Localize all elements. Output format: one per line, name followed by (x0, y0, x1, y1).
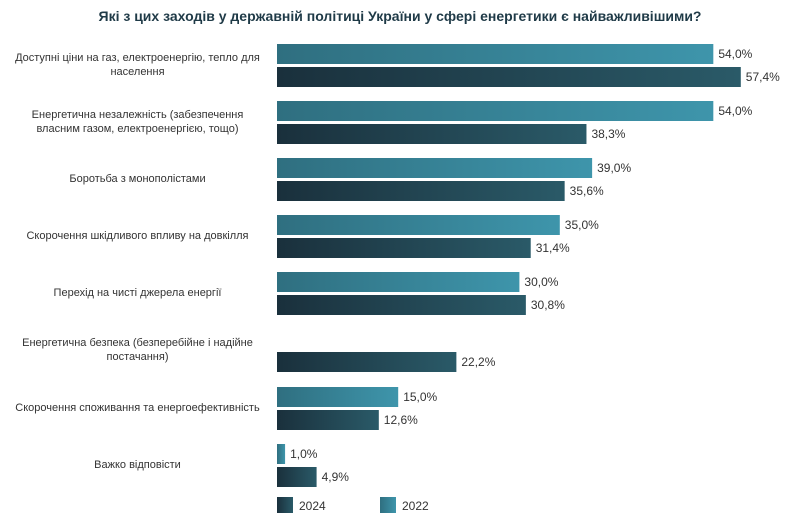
data-label: 22,2% (461, 355, 495, 369)
data-label: 30,0% (524, 275, 558, 289)
bar-2022 (277, 44, 714, 64)
category-label: Боротьба з монополістами (69, 173, 206, 185)
bar-2022 (277, 387, 399, 407)
bar-2022 (277, 158, 593, 178)
category-label: Скорочення споживання та енергоефективні… (15, 402, 260, 414)
legend-label-2022: 2022 (402, 499, 429, 513)
category-label: Скорочення шкідливого впливу на довкілля (26, 230, 249, 242)
data-label: 12,6% (384, 413, 418, 427)
bar-2024 (277, 467, 317, 487)
bar-2022 (277, 215, 560, 235)
legend-label-2024: 2024 (299, 499, 326, 513)
bar-2022 (277, 272, 520, 292)
data-label: 31,4% (536, 241, 570, 255)
legend-swatch-2024 (277, 497, 293, 513)
data-label: 39,0% (597, 161, 631, 175)
category-label: Перехід на чисті джерела енергії (53, 287, 222, 299)
category-label: Доступні ціни на газ, електроенергію, те… (15, 52, 260, 78)
data-label: 54,0% (718, 47, 752, 61)
bar-2024 (277, 295, 526, 315)
data-label: 57,4% (746, 70, 780, 84)
bar-2024 (277, 410, 379, 430)
data-label: 4,9% (322, 470, 350, 484)
bar-2024 (277, 181, 565, 201)
chart-title: Які з цих заходів у державній політиці У… (98, 8, 702, 24)
data-label: 15,0% (403, 390, 437, 404)
bar-2022 (277, 444, 286, 464)
bar-2024 (277, 124, 587, 144)
category-label: Енергетична незалежність (забезпечення в… (31, 109, 244, 135)
data-label: 38,3% (591, 127, 625, 141)
category-label: Енергетична безпека (безперебійне і наді… (22, 337, 253, 363)
bar-2024 (277, 352, 457, 372)
data-label: 35,0% (565, 218, 599, 232)
bar-2024 (277, 67, 741, 87)
data-label: 54,0% (718, 104, 752, 118)
bar-2024 (277, 238, 531, 258)
data-label: 35,6% (570, 184, 604, 198)
bar-2022 (277, 101, 714, 121)
data-label: 30,8% (531, 298, 565, 312)
category-label: Важко відповісти (94, 459, 181, 471)
legend-swatch-2022 (380, 497, 396, 513)
data-label: 1,0% (290, 447, 318, 461)
